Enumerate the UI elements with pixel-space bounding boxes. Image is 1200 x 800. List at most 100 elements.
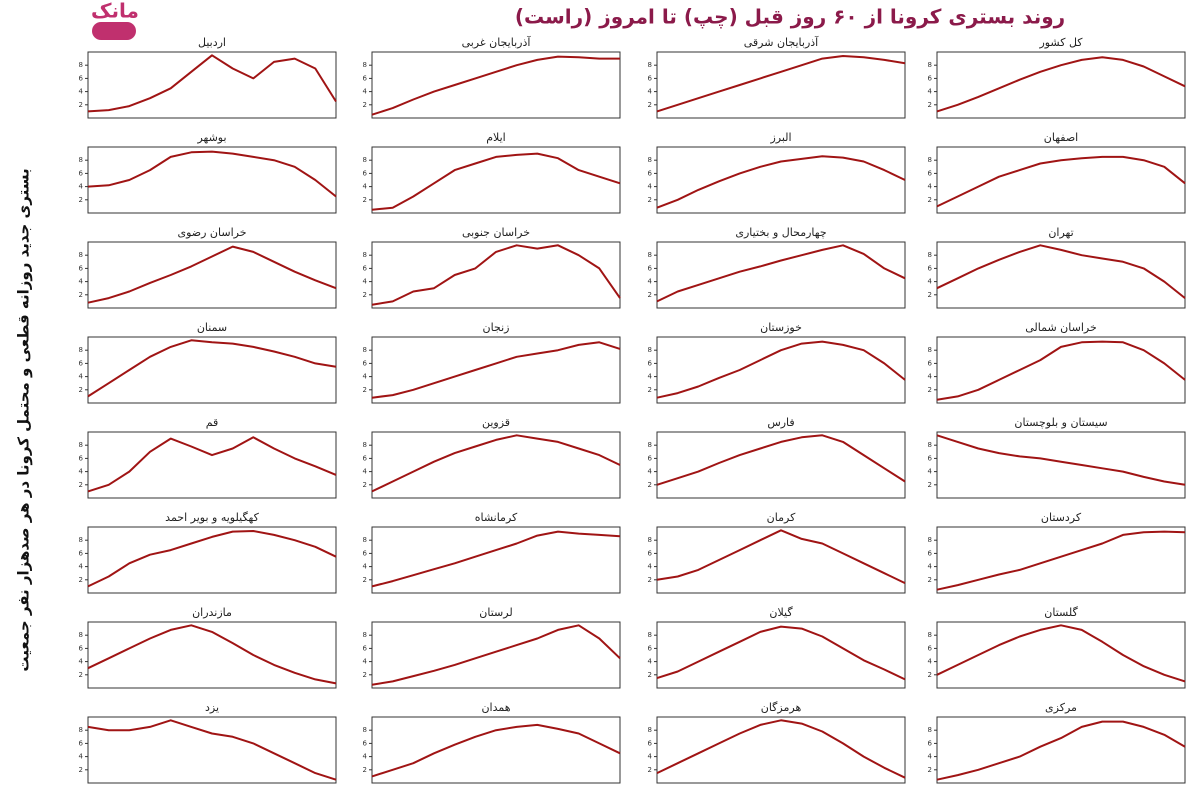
y-tick-label: 6: [79, 359, 84, 367]
panel-title: کردستان: [1041, 511, 1082, 524]
y-tick-label: 2: [79, 196, 83, 204]
y-tick-label: 8: [79, 346, 83, 354]
y-tick-label: 2: [363, 196, 367, 204]
y-tick-label: 4: [79, 563, 84, 571]
y-tick-label: 6: [648, 739, 653, 747]
y-tick-label: 6: [363, 74, 368, 82]
panel-title: اصفهان: [1044, 131, 1078, 144]
plot-frame: [371, 621, 621, 689]
plot-frame: [371, 431, 621, 499]
plot-frame: [371, 716, 621, 784]
y-tick-label: 6: [363, 739, 368, 747]
y-tick-label: 2: [648, 291, 652, 299]
series-line: [371, 152, 621, 211]
y-tick-label: 4: [363, 183, 368, 191]
plot-frame: [87, 526, 337, 594]
y-tick-label: 2: [363, 481, 367, 489]
series-line: [656, 434, 906, 486]
panel-title: قزوین: [482, 416, 510, 429]
panel-title: فارس: [767, 416, 794, 429]
plot-frame: [936, 241, 1186, 309]
panel-title: خراسان رضوی: [177, 226, 246, 239]
series-line: [371, 55, 620, 116]
y-tick-label: 2: [363, 386, 367, 394]
panel-title: کل کشور: [1038, 36, 1083, 49]
plot-frame: [87, 716, 337, 784]
series-line: [936, 720, 1186, 781]
y-tick-label: 6: [79, 644, 84, 652]
y-tick-label: 6: [648, 359, 653, 367]
y-tick-label: 2: [79, 291, 83, 299]
series-line: [371, 341, 621, 399]
plot-frame: [371, 526, 621, 594]
y-tick-label: 2: [79, 101, 83, 109]
series-line: [936, 155, 1186, 208]
plot-frame: [936, 146, 1186, 214]
series-line: [936, 340, 1186, 401]
y-tick-label: 6: [363, 169, 368, 177]
y-tick-label: 4: [648, 278, 653, 286]
y-tick-label: 4: [928, 373, 933, 381]
series-line: [656, 340, 906, 399]
panel-title: هرمزگان: [761, 701, 802, 714]
y-tick-label: 8: [363, 536, 367, 544]
panel-title: اردبیل: [198, 36, 226, 49]
panel-title: خراسان شمالی: [1025, 321, 1097, 334]
series-line: [87, 54, 337, 113]
y-tick-label: 4: [363, 658, 368, 666]
y-tick-label: 6: [928, 74, 933, 82]
panel-title: کهگیلویه و بویر احمد: [165, 511, 259, 524]
y-tick-label: 4: [928, 753, 933, 761]
series-line: [656, 529, 906, 585]
y-tick-label: 6: [363, 549, 368, 557]
panel-title: بوشهر: [196, 131, 226, 144]
y-tick-label: 6: [79, 169, 84, 177]
plot-frame: [87, 431, 337, 499]
panel-title: مرکزی: [1045, 701, 1077, 714]
series-line: [87, 339, 337, 398]
y-tick-label: 2: [363, 576, 367, 584]
y-tick-label: 2: [648, 481, 652, 489]
y-tick-label: 8: [648, 61, 652, 69]
y-tick-label: 8: [648, 631, 652, 639]
series-line: [371, 434, 621, 493]
y-tick-label: 8: [928, 156, 932, 164]
plot-frame: [371, 146, 621, 214]
y-tick-label: 6: [79, 549, 84, 557]
panel-title: مازندران: [192, 606, 232, 619]
y-tick-label: 4: [928, 658, 933, 666]
y-tick-label: 2: [648, 196, 652, 204]
y-tick-label: 8: [648, 726, 652, 734]
y-tick-label: 6: [928, 549, 933, 557]
series-line: [656, 155, 906, 209]
series-line: [936, 624, 1186, 683]
y-tick-label: 8: [363, 156, 367, 164]
panel-title: کرمانشاه: [475, 511, 518, 524]
y-tick-label: 4: [648, 88, 653, 96]
plot-frame: [936, 431, 1186, 499]
plot-frame: [656, 146, 906, 214]
y-tick-label: 4: [363, 278, 368, 286]
plot-frame: [936, 336, 1186, 404]
panel-title: خوزستان: [760, 321, 802, 334]
series-line: [656, 719, 906, 779]
y-tick-label: 4: [648, 658, 653, 666]
logo: مانک: [91, 0, 139, 40]
panel-title: یزد: [205, 701, 219, 714]
y-tick-label: 4: [648, 183, 653, 191]
y-tick-label: 4: [648, 373, 653, 381]
y-tick-label: 8: [928, 726, 932, 734]
y-tick-label: 4: [363, 753, 368, 761]
y-tick-label: 4: [79, 373, 84, 381]
series-line: [656, 55, 906, 113]
y-tick-label: 2: [648, 671, 652, 679]
series-line: [936, 434, 1186, 486]
y-tick-label: 4: [79, 88, 84, 96]
y-tick-label: 8: [928, 61, 932, 69]
y-tick-label: 8: [928, 536, 932, 544]
y-tick-label: 8: [648, 156, 652, 164]
panel-title: ایلام: [486, 131, 506, 144]
y-tick-label: 6: [363, 359, 368, 367]
series-line: [656, 244, 906, 303]
